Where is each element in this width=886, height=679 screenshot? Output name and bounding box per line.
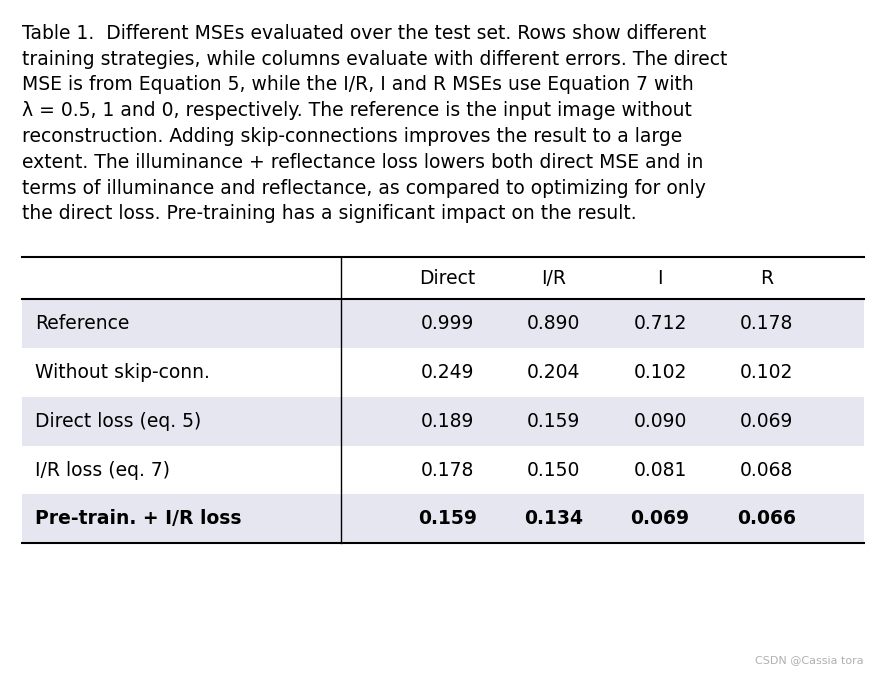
Text: 0.189: 0.189: [421, 411, 474, 430]
Text: 0.102: 0.102: [633, 363, 687, 382]
Text: Without skip-conn.: Without skip-conn.: [35, 363, 210, 382]
Text: 0.204: 0.204: [527, 363, 580, 382]
Text: 0.134: 0.134: [525, 509, 583, 528]
Text: 0.249: 0.249: [421, 363, 474, 382]
Text: R: R: [760, 269, 773, 288]
Text: 0.712: 0.712: [633, 314, 687, 333]
Text: 0.066: 0.066: [737, 509, 796, 528]
Text: Table 1.  Different MSEs evaluated over the test set. Rows show different: Table 1. Different MSEs evaluated over t…: [22, 24, 706, 43]
Text: Reference: Reference: [35, 314, 130, 333]
Bar: [22, 348, 864, 397]
Text: 0.999: 0.999: [421, 314, 474, 333]
Text: I/R: I/R: [541, 269, 566, 288]
Text: extent. The illuminance + reflectance loss lowers both direct MSE and in: extent. The illuminance + reflectance lo…: [22, 153, 703, 172]
Text: 0.159: 0.159: [418, 509, 477, 528]
Text: λ = 0.5, 1 and 0, respectively. The reference is the input image without: λ = 0.5, 1 and 0, respectively. The refe…: [22, 101, 692, 120]
Text: 0.150: 0.150: [527, 460, 580, 479]
Text: 0.090: 0.090: [633, 411, 687, 430]
Text: 0.102: 0.102: [740, 363, 793, 382]
Text: 0.159: 0.159: [527, 411, 580, 430]
Text: I/R loss (eq. 7): I/R loss (eq. 7): [35, 460, 170, 479]
Bar: [22, 397, 864, 445]
Text: 0.081: 0.081: [633, 460, 687, 479]
Text: 0.890: 0.890: [527, 314, 580, 333]
Text: the direct loss. Pre-training has a significant impact on the result.: the direct loss. Pre-training has a sign…: [22, 204, 637, 223]
Text: training strategies, while columns evaluate with different errors. The direct: training strategies, while columns evalu…: [22, 50, 727, 69]
Text: MSE is from Equation 5, while the I/R, I and R MSEs use Equation 7 with: MSE is from Equation 5, while the I/R, I…: [22, 75, 694, 94]
Text: Direct loss (eq. 5): Direct loss (eq. 5): [35, 411, 202, 430]
Bar: [22, 445, 864, 494]
Text: Pre-train. + I/R loss: Pre-train. + I/R loss: [35, 509, 242, 528]
Text: 0.068: 0.068: [740, 460, 793, 479]
Text: I: I: [657, 269, 663, 288]
Text: reconstruction. Adding skip-connections improves the result to a large: reconstruction. Adding skip-connections …: [22, 127, 682, 146]
Text: 0.178: 0.178: [740, 314, 793, 333]
Text: terms of illuminance and reflectance, as compared to optimizing for only: terms of illuminance and reflectance, as…: [22, 179, 706, 198]
Text: 0.178: 0.178: [421, 460, 474, 479]
Bar: [22, 494, 864, 543]
Bar: [22, 299, 864, 348]
Text: 0.069: 0.069: [740, 411, 793, 430]
Text: 0.069: 0.069: [631, 509, 689, 528]
Text: CSDN @Cassia tora: CSDN @Cassia tora: [755, 655, 864, 665]
Text: Direct: Direct: [419, 269, 476, 288]
